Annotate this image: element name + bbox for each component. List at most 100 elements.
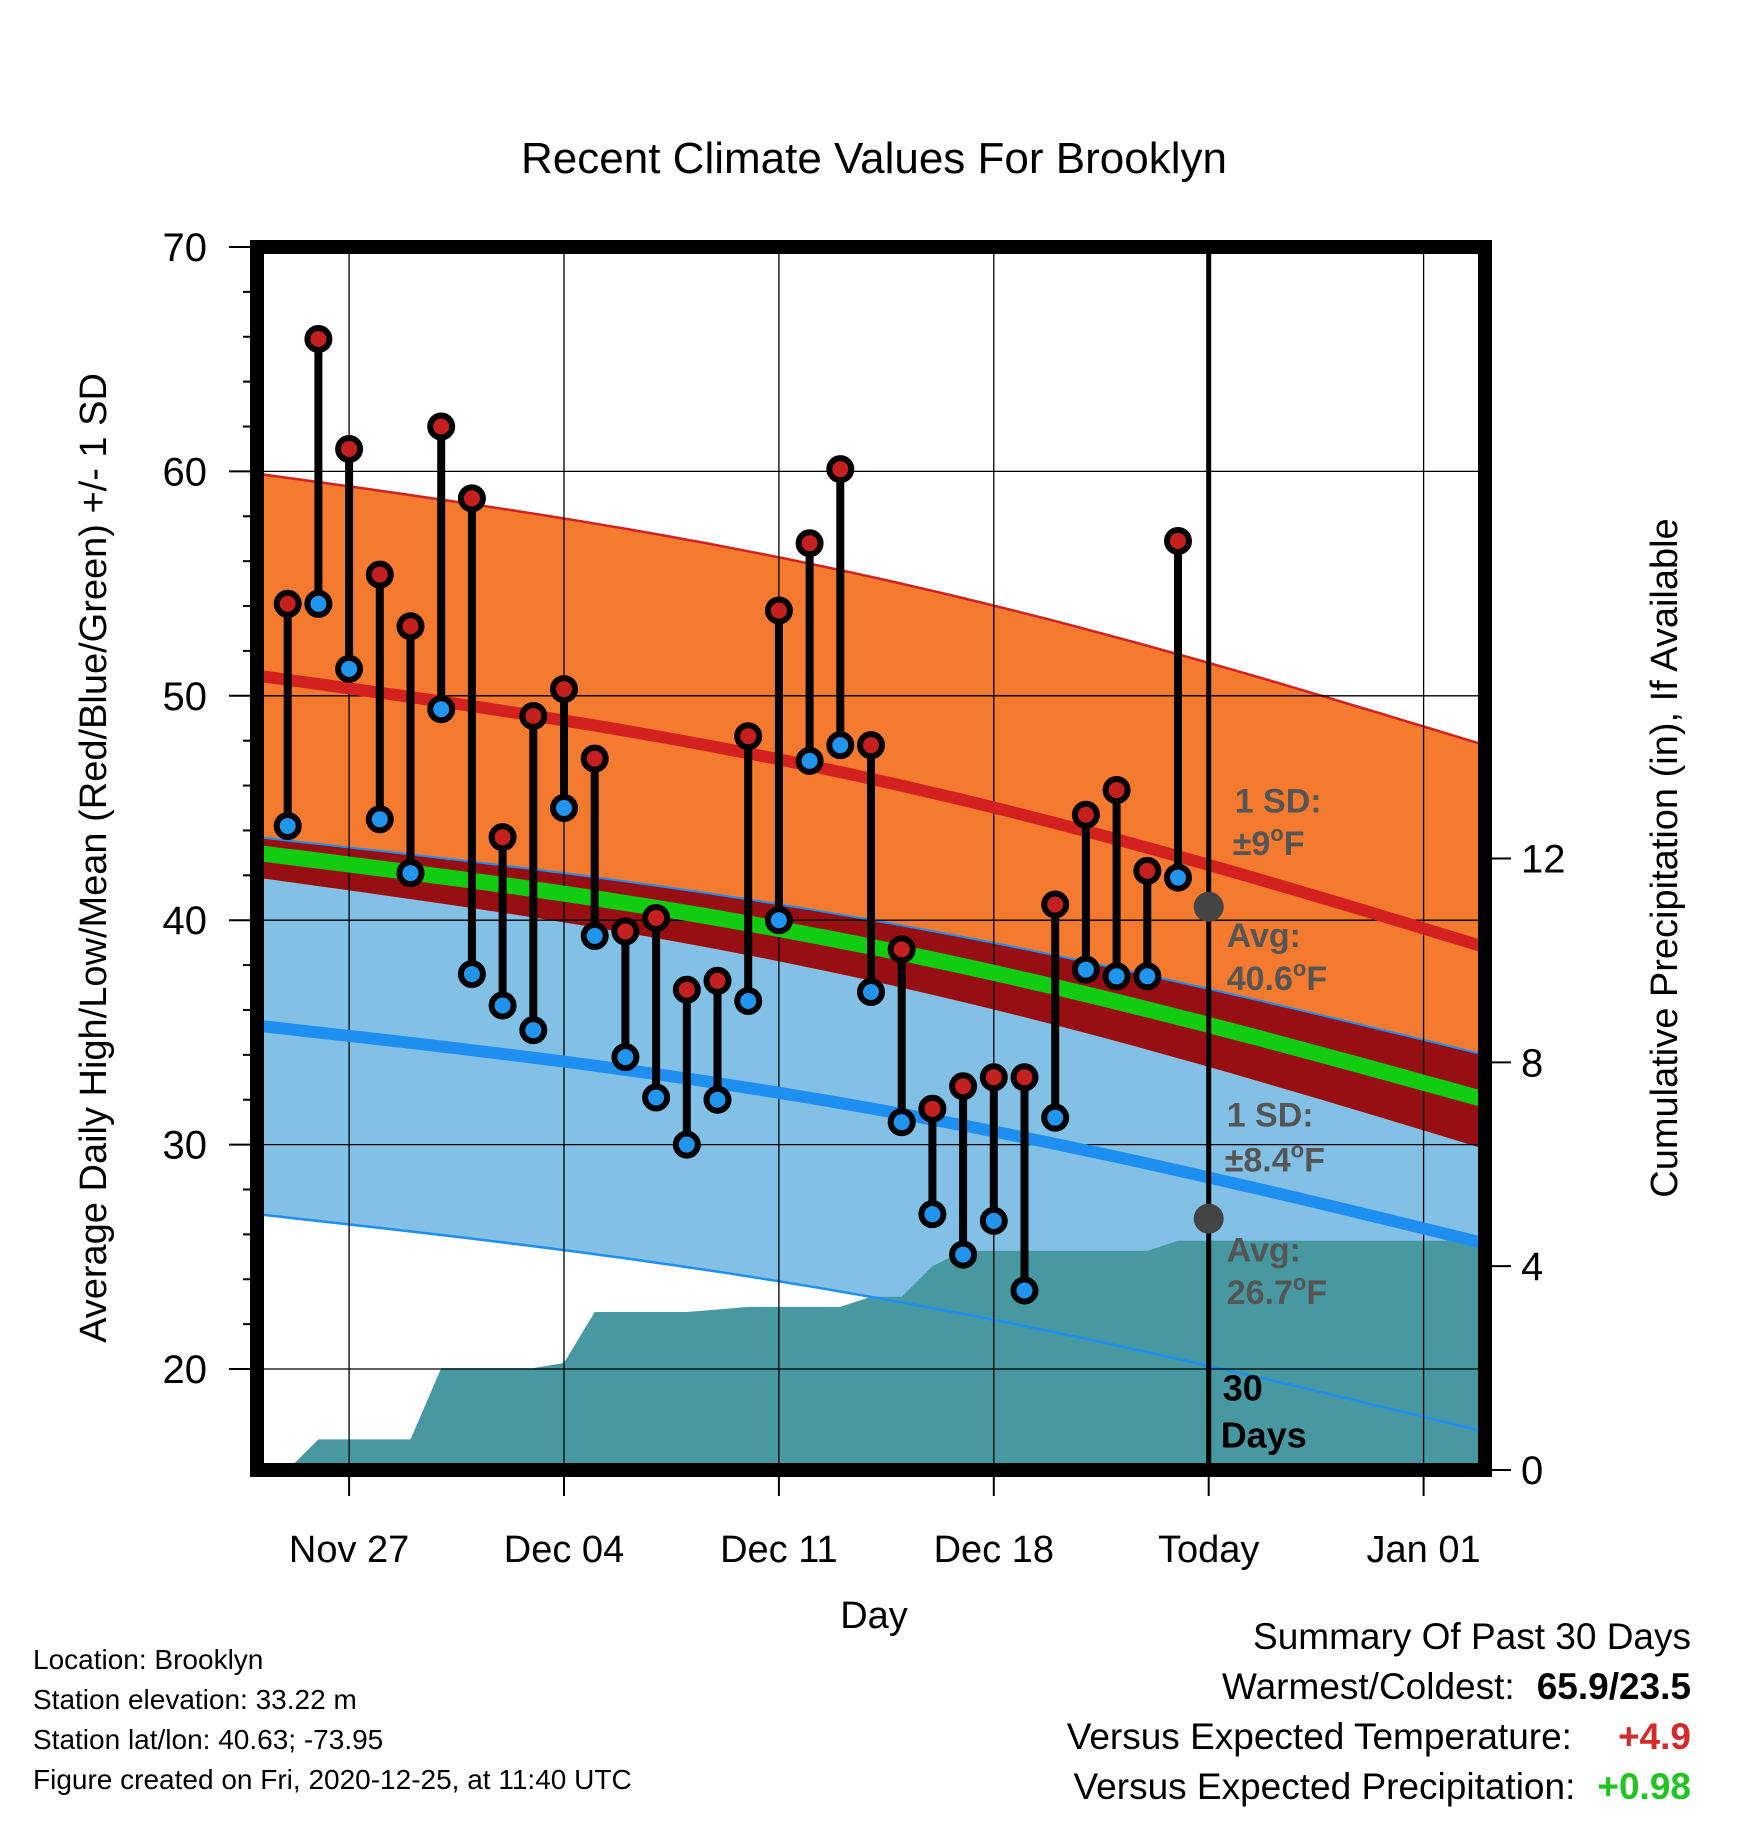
chart-title: Recent Climate Values For Brooklyn xyxy=(521,134,1227,183)
daily-low-point xyxy=(335,654,364,683)
daily-low-point xyxy=(550,794,578,823)
high-sd-value-unit: F xyxy=(1284,825,1305,863)
daily-high-point xyxy=(918,1094,947,1123)
axes: 20 30 40 50 60 70 0 4 8 12 Nov 27 Dec 04 Dec 11 Dec 1… xyxy=(163,226,1566,1571)
warmest-value: 65.9/23.5 xyxy=(1536,1666,1691,1707)
daily-low-point xyxy=(1164,863,1192,892)
daily-low-point xyxy=(396,859,425,888)
summary-temp-row: Versus Expected Temperature: +4.9 xyxy=(1067,1712,1691,1762)
high-sd-value: ±9oF xyxy=(1233,821,1305,863)
daily-low-point xyxy=(488,991,517,1020)
daily-high-point xyxy=(488,823,517,852)
x-tick-label: Jan 01 xyxy=(1367,1529,1481,1571)
daily-high-point xyxy=(642,903,671,932)
daily-high-point xyxy=(734,722,763,751)
daily-low-point xyxy=(949,1240,978,1269)
high-avg-value-unit: F xyxy=(1306,960,1327,998)
y2-axis-label: Cumulative Precipitation (in), If Availa… xyxy=(1644,518,1686,1197)
x-tick-label: Today xyxy=(1158,1529,1259,1571)
today-low-avg-dot xyxy=(1193,1203,1224,1234)
high-sd-value-degree: o xyxy=(1270,821,1283,846)
daily-low-point xyxy=(826,731,855,760)
precip-value: +0.98 xyxy=(1597,1766,1691,1807)
daily-low-point xyxy=(703,1085,732,1114)
normal-low-line xyxy=(256,1019,1487,1250)
daily-high-point xyxy=(1102,776,1131,805)
daily-high-point xyxy=(457,484,486,513)
daily-low-point xyxy=(304,589,333,618)
daily-high-point xyxy=(1164,526,1192,555)
location-text: Location: Brooklyn xyxy=(33,1644,264,1675)
daily-low-point xyxy=(764,906,793,935)
y-axis-label: Average Daily High/Low/Mean (Red/Blue/Gr… xyxy=(73,373,115,1343)
today-high-avg-dot xyxy=(1193,891,1224,922)
daily-low-point xyxy=(1041,1103,1070,1132)
x-tick-label: Dec 04 xyxy=(504,1529,624,1571)
daily-low-point xyxy=(1133,962,1162,991)
daily-high-point xyxy=(795,529,824,558)
summary-precip-row: Versus Expected Precipitation: +0.98 xyxy=(1067,1762,1691,1812)
y2-tick-label: 0 xyxy=(1521,1449,1543,1493)
daily-high-point xyxy=(979,1063,1008,1092)
x-tick-label: Dec 18 xyxy=(934,1529,1054,1571)
daily-low-point xyxy=(642,1083,671,1112)
high-avg-value-degree: o xyxy=(1293,956,1306,981)
low-avg-value-value: 26.7 xyxy=(1227,1274,1293,1312)
low-avg-label: Avg: xyxy=(1227,1231,1301,1269)
high-avg-value-value: 40.6 xyxy=(1227,960,1293,998)
daily-high-point xyxy=(550,675,578,704)
summary-warmest-row: Warmest/Coldest: 65.9/23.5 xyxy=(1067,1662,1691,1712)
days-count-label: 30 xyxy=(1223,1367,1263,1408)
summary-panel: Summary Of Past 30 Days Warmest/Coldest:… xyxy=(1067,1612,1691,1812)
y-tick-label: 50 xyxy=(163,675,208,719)
daily-high-point xyxy=(1133,856,1162,885)
daily-high-point xyxy=(273,589,302,618)
y-tick-label: 20 xyxy=(163,1348,208,1392)
daily-low-point xyxy=(365,805,394,834)
high-sd-value-value: ±9 xyxy=(1233,825,1271,863)
daily-low-point xyxy=(1010,1276,1039,1305)
y-tick-label: 30 xyxy=(163,1124,208,1168)
daily-low-point xyxy=(427,695,456,724)
observations xyxy=(273,325,1192,1305)
daily-low-point xyxy=(734,986,763,1015)
daily-high-point xyxy=(857,731,885,760)
y2-tick-label: 8 xyxy=(1521,1041,1543,1085)
daily-low-point xyxy=(979,1206,1008,1235)
daily-low-point xyxy=(519,1016,548,1045)
daily-high-point xyxy=(396,612,425,641)
low-sd-value: ±8.4oF xyxy=(1225,1138,1325,1180)
low-avg-value: 26.7oF xyxy=(1227,1270,1327,1312)
daily-low-point xyxy=(611,1043,640,1072)
daily-low-point xyxy=(273,811,302,840)
daily-high-point xyxy=(887,935,916,964)
daily-low-point xyxy=(887,1108,916,1137)
y2-tick-label: 4 xyxy=(1521,1245,1543,1289)
y2-tick-label: 12 xyxy=(1521,838,1566,882)
daily-low-point xyxy=(1071,955,1100,984)
daily-high-point xyxy=(335,434,364,463)
low-sd-value-value: ±8.4 xyxy=(1225,1142,1291,1180)
daily-low-point xyxy=(795,746,824,775)
daily-low-point xyxy=(457,960,486,989)
temp-label: Versus Expected Temperature: xyxy=(1066,1716,1572,1757)
high-avg-label: Avg: xyxy=(1227,917,1301,955)
daily-high-point xyxy=(949,1072,978,1101)
temp-value: +4.9 xyxy=(1617,1716,1691,1757)
precip-label: Versus Expected Precipitation: xyxy=(1073,1766,1576,1807)
daily-high-point xyxy=(519,702,548,731)
daily-low-point xyxy=(580,921,609,950)
daily-high-point xyxy=(672,975,701,1004)
high-sd-label: 1 SD: xyxy=(1235,782,1322,820)
daily-high-point xyxy=(1010,1063,1039,1092)
daily-high-point xyxy=(365,560,394,589)
low-sd-label: 1 SD: xyxy=(1227,1097,1314,1135)
created-text: Figure created on Fri, 2020-12-25, at 11… xyxy=(33,1764,632,1795)
station-info: Location: Brooklyn Station elevation: 33… xyxy=(33,1640,632,1800)
daily-high-point xyxy=(764,596,793,625)
low-sd-lower-edge xyxy=(257,1212,1485,1434)
low-sd-value-unit: F xyxy=(1304,1142,1325,1180)
days-label: Days xyxy=(1221,1415,1307,1456)
